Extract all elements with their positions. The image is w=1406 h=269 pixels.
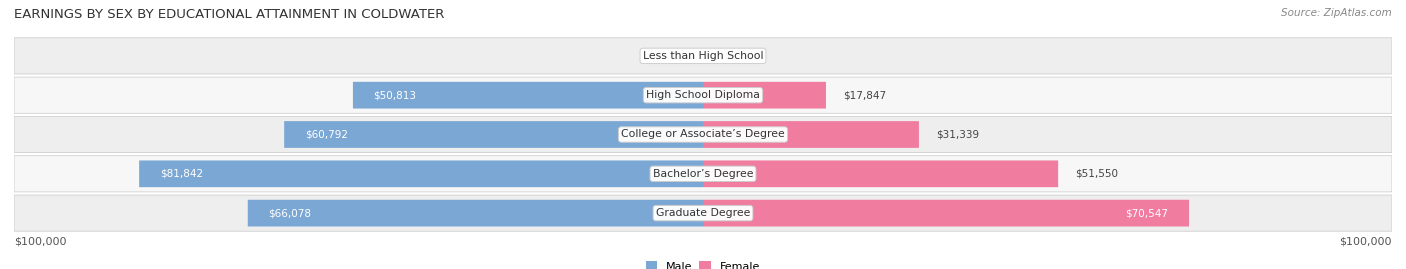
FancyBboxPatch shape (353, 82, 703, 109)
FancyBboxPatch shape (14, 156, 1392, 192)
FancyBboxPatch shape (703, 200, 1189, 226)
Text: $31,339: $31,339 (936, 129, 979, 140)
Text: $100,000: $100,000 (1340, 237, 1392, 247)
Text: EARNINGS BY SEX BY EDUCATIONAL ATTAINMENT IN COLDWATER: EARNINGS BY SEX BY EDUCATIONAL ATTAINMEN… (14, 8, 444, 21)
Text: $81,842: $81,842 (160, 169, 202, 179)
FancyBboxPatch shape (14, 77, 1392, 113)
Legend: Male, Female: Male, Female (641, 257, 765, 269)
Text: College or Associate’s Degree: College or Associate’s Degree (621, 129, 785, 140)
FancyBboxPatch shape (703, 82, 825, 109)
Text: Source: ZipAtlas.com: Source: ZipAtlas.com (1281, 8, 1392, 18)
Text: $50,813: $50,813 (374, 90, 416, 100)
Text: Bachelor’s Degree: Bachelor’s Degree (652, 169, 754, 179)
Text: High School Diploma: High School Diploma (647, 90, 759, 100)
Text: $66,078: $66,078 (269, 208, 312, 218)
FancyBboxPatch shape (139, 160, 703, 187)
FancyBboxPatch shape (284, 121, 703, 148)
Text: $70,547: $70,547 (1125, 208, 1168, 218)
FancyBboxPatch shape (14, 38, 1392, 74)
Text: $100,000: $100,000 (14, 237, 66, 247)
Text: $51,550: $51,550 (1076, 169, 1118, 179)
FancyBboxPatch shape (247, 200, 703, 226)
FancyBboxPatch shape (14, 195, 1392, 231)
FancyBboxPatch shape (703, 160, 1059, 187)
Text: $0: $0 (724, 51, 737, 61)
Text: $60,792: $60,792 (305, 129, 347, 140)
FancyBboxPatch shape (703, 121, 920, 148)
Text: Graduate Degree: Graduate Degree (655, 208, 751, 218)
Text: Less than High School: Less than High School (643, 51, 763, 61)
FancyBboxPatch shape (14, 116, 1392, 153)
Text: $0: $0 (669, 51, 682, 61)
Text: $17,847: $17,847 (844, 90, 886, 100)
